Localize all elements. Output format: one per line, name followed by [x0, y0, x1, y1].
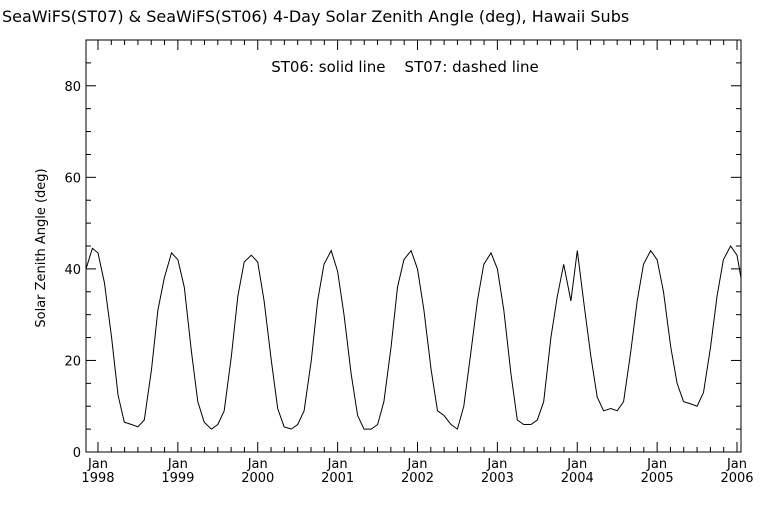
- x-tick-month-label: Jan: [87, 457, 108, 472]
- series-line-st06: [85, 245, 742, 430]
- x-tick-month-label: Jan: [726, 457, 747, 472]
- series-layer: [85, 245, 742, 430]
- x-tick-year-label: 2005: [641, 471, 674, 486]
- x-tick-month-label: Jan: [566, 457, 587, 472]
- x-tick-month-label: Jan: [406, 457, 427, 472]
- x-tick-year-label: 2006: [720, 471, 753, 486]
- line-style-annotation: ST06: solid line ST07: dashed line: [271, 58, 539, 76]
- x-tick-month-label: Jan: [646, 457, 667, 472]
- x-axis-ticks: Jan1998Jan1999Jan2000Jan2001Jan2002Jan20…: [81, 40, 754, 486]
- x-tick-year-label: 2002: [401, 471, 434, 486]
- y-axis-ticks: 0 20 40 60 80: [64, 39, 741, 461]
- x-tick-year-label: 2003: [481, 471, 514, 486]
- y-tick-label: 60: [64, 171, 81, 186]
- y-axis-label: Solar Zenith Angle (deg): [34, 168, 49, 327]
- x-tick-month-label: Jan: [327, 457, 348, 472]
- x-tick-year-label: 2001: [321, 471, 354, 486]
- x-tick-year-label: 2000: [241, 471, 274, 486]
- chart-title: SeaWiFS(ST07) & SeaWiFS(ST06) 4-Day Sola…: [2, 7, 629, 26]
- x-tick-month-label: Jan: [167, 457, 188, 472]
- y-tick-label: 0: [73, 446, 81, 461]
- x-tick-year-label: 1998: [81, 471, 114, 486]
- y-tick-label: 40: [64, 263, 81, 278]
- x-tick-month-label: Jan: [247, 457, 268, 472]
- x-tick-year-label: 2004: [561, 471, 594, 486]
- plot-area-frame: [85, 39, 742, 453]
- x-tick-year-label: 1999: [161, 471, 194, 486]
- x-tick-month-label: Jan: [486, 457, 507, 472]
- y-tick-label: 80: [64, 80, 81, 95]
- y-tick-label: 20: [64, 354, 81, 369]
